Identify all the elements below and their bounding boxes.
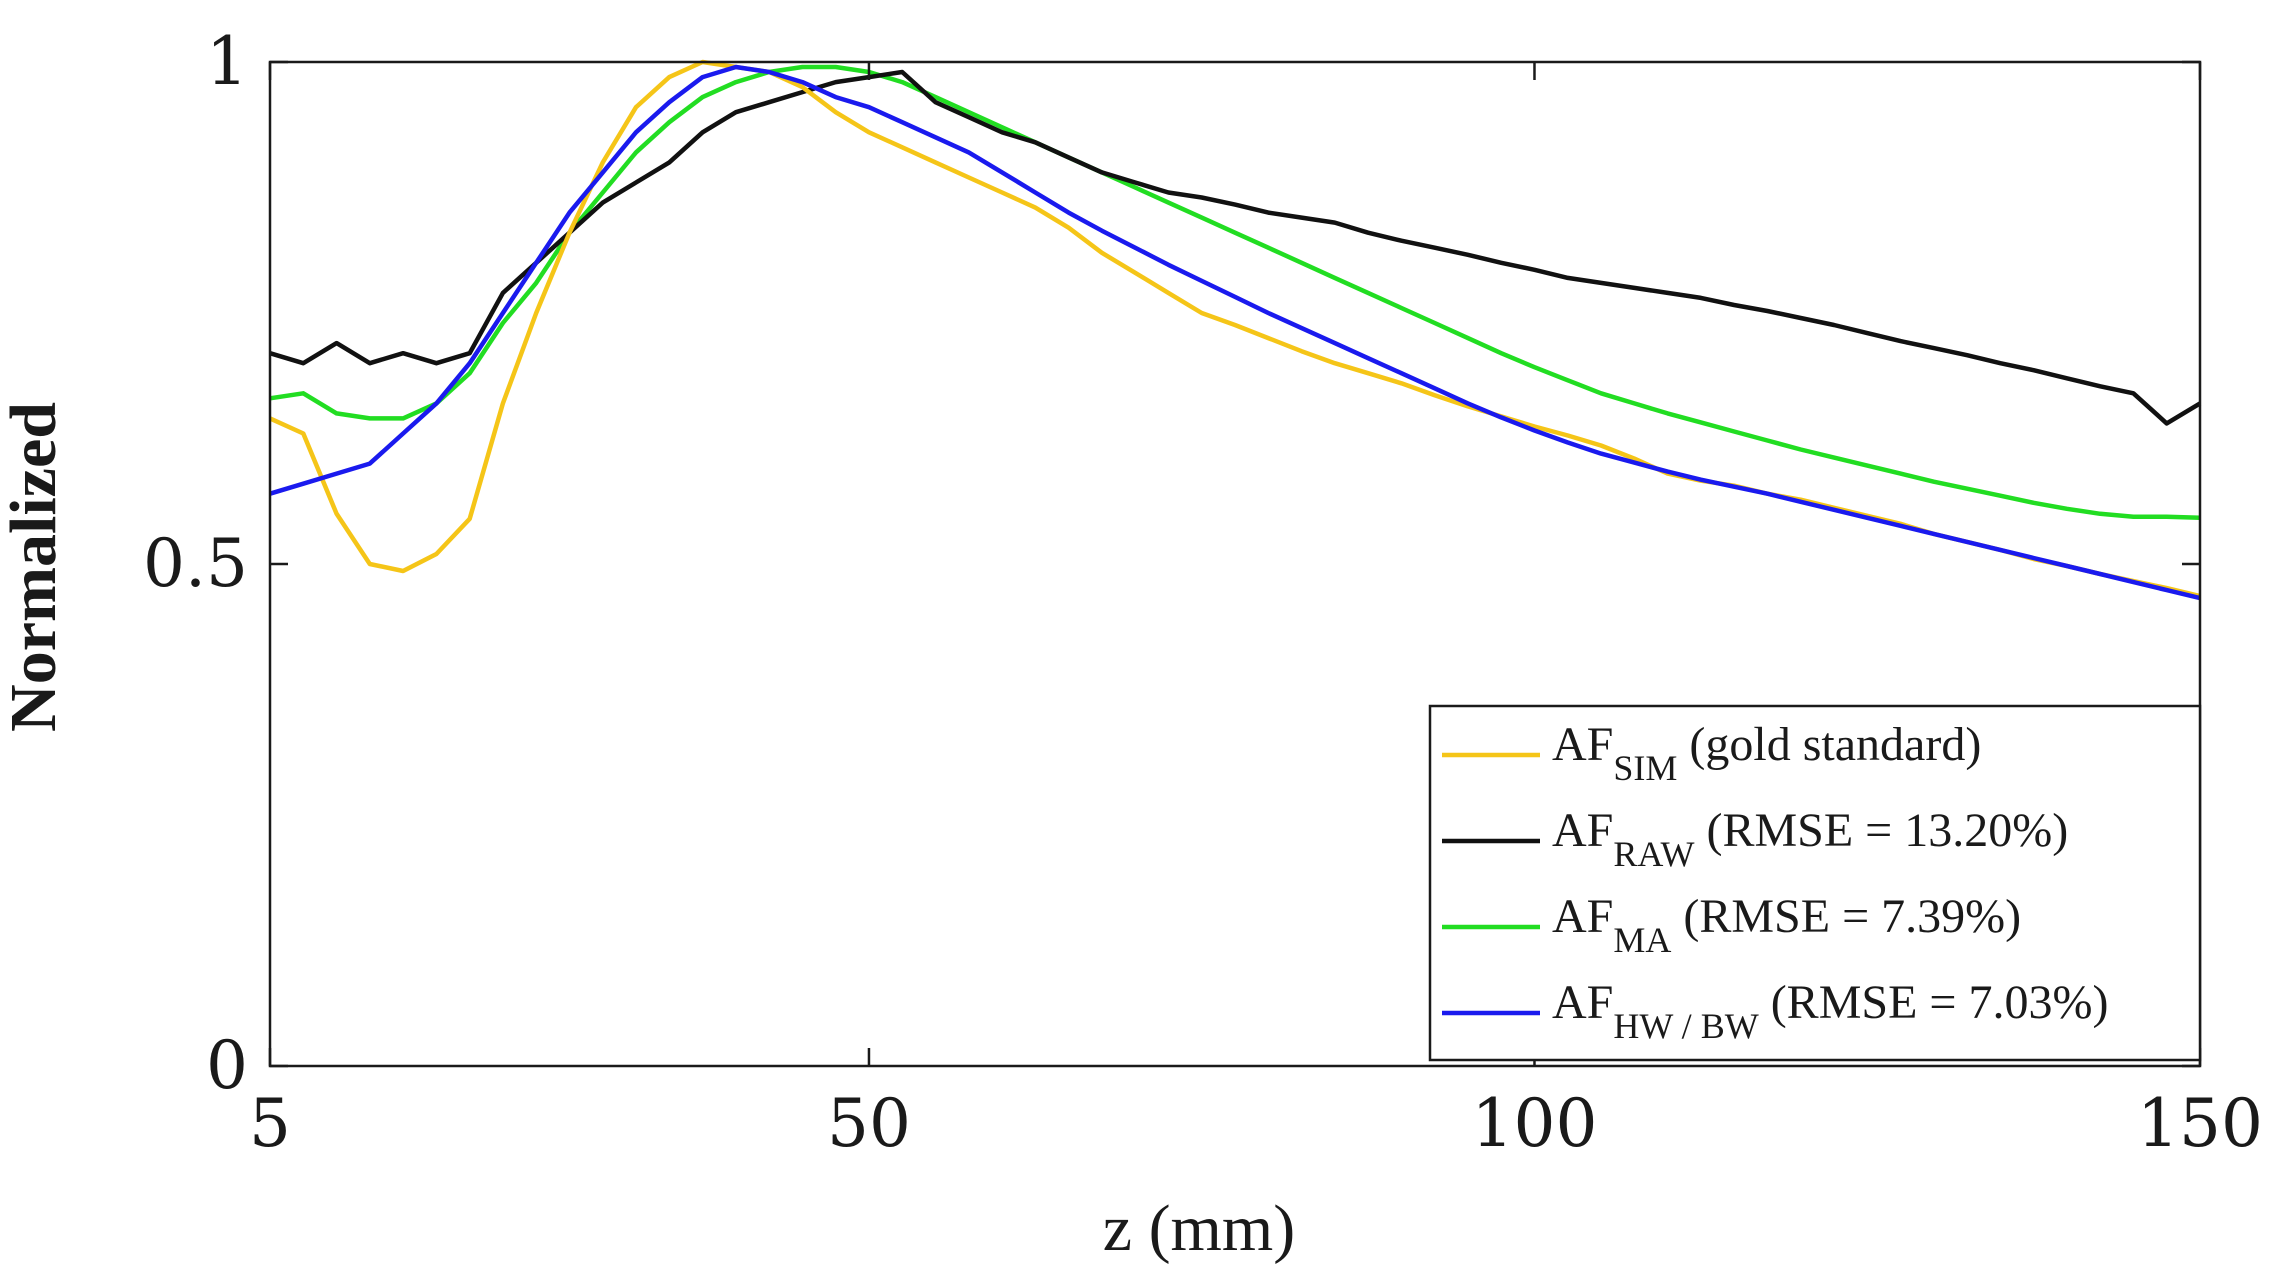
legend-entry: AFSIM (gold standard) (1442, 718, 1981, 788)
series-line-ma (269, 64, 2201, 521)
x-tick-label: 50 (827, 1085, 911, 1162)
y-tick-label: 1 (206, 23, 248, 100)
series-line-hw-bw (269, 64, 2201, 601)
y-tick-label: 0 (206, 1027, 248, 1104)
y-axis-label: Normalized (0, 402, 70, 732)
legend-label: AFMA (RMSE = 7.39%) (1552, 890, 2021, 960)
legend: AFSIM (gold standard) AFRAW (RMSE = 13.20… (1428, 704, 2202, 1062)
legend-label: AFRAW (RMSE = 13.20%) (1552, 804, 2068, 874)
legend-label: AFSIM (gold standard) (1552, 718, 1981, 788)
legend-entry: AFHW / BW (RMSE = 7.03%) (1442, 976, 2108, 1046)
x-tick-label: 150 (2137, 1085, 2263, 1162)
series-layer (269, 59, 2202, 601)
legend-entries: AFSIM (gold standard) AFRAW (RMSE = 13.20… (1442, 718, 2108, 1046)
y-tick-label: 0.5 (143, 525, 248, 602)
legend-label: AFHW / BW (RMSE = 7.03%) (1552, 976, 2108, 1046)
tick-layer: 5 50 100 150 0 0.5 1 (143, 23, 2263, 1162)
x-axis-label: z (mm) (1103, 1192, 1295, 1265)
x-tick-label: 5 (249, 1085, 291, 1162)
series-line-raw (269, 69, 2202, 426)
legend-entry: AFMA (RMSE = 7.39%) (1442, 890, 2021, 960)
legend-entry: AFRAW (RMSE = 13.20%) (1442, 804, 2068, 874)
legend-box (1428, 704, 2202, 1062)
x-tick-label: 100 (1471, 1085, 1597, 1162)
